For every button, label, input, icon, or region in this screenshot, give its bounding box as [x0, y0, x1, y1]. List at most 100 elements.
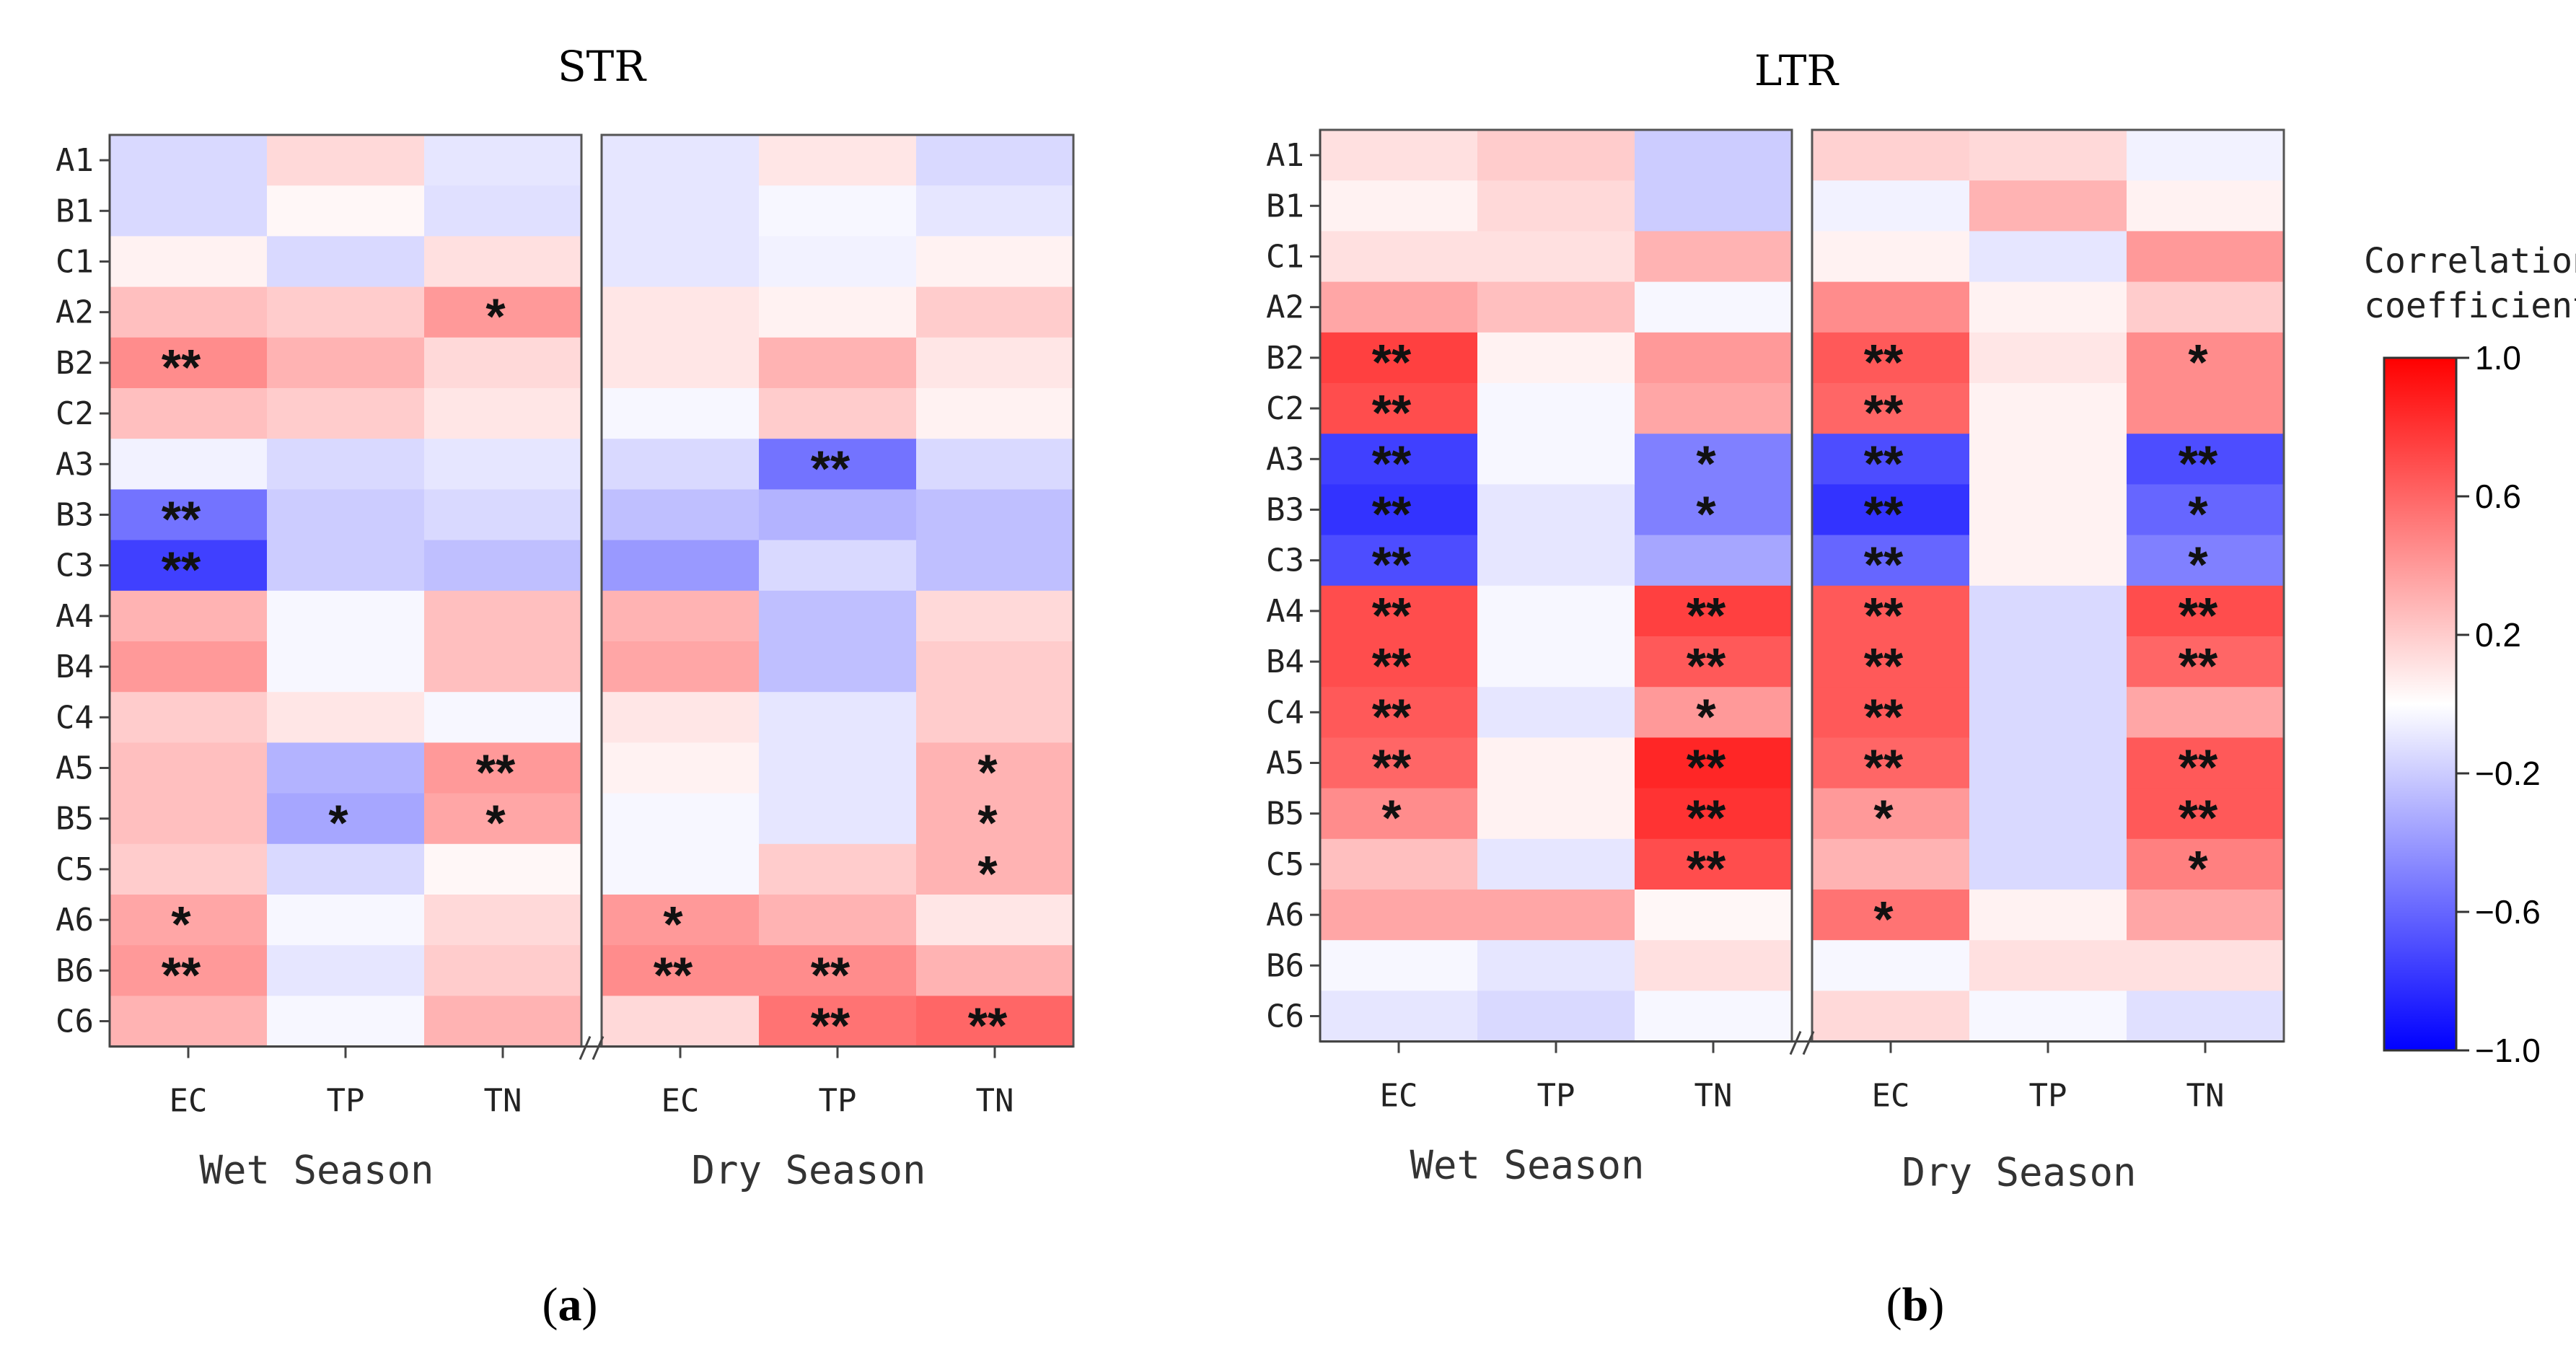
row-label: A5 — [1266, 745, 1304, 782]
significance-marker: ** — [162, 542, 201, 598]
significance-marker: * — [2188, 334, 2208, 390]
significance-marker: ** — [1687, 790, 1726, 846]
heatmap-cell — [1320, 838, 1478, 890]
significance-marker: * — [1696, 435, 1716, 491]
heatmap-cell — [2127, 383, 2285, 434]
colorbar-tick-label: 0.2 — [2475, 616, 2521, 654]
heatmap-cell — [1635, 838, 1793, 890]
heatmap-cell — [916, 895, 1074, 946]
heatmap-cell — [759, 337, 917, 389]
significance-marker: * — [2188, 537, 2208, 593]
heatmap-cell — [267, 742, 425, 794]
significance-marker: ** — [1864, 587, 1904, 644]
significance-marker: ** — [1864, 638, 1904, 694]
row-label: B6 — [56, 952, 94, 989]
heatmap-cell — [759, 135, 917, 186]
heatmap-cell — [916, 742, 1074, 794]
heatmap-cell — [1635, 180, 1793, 232]
heatmap-cell — [1812, 281, 1970, 333]
row-label: B5 — [56, 801, 94, 838]
heatmap-cell — [2127, 434, 2285, 485]
significance-marker: * — [328, 795, 348, 851]
significance-marker: ** — [2179, 587, 2218, 644]
colorbar-tick-label: 1.0 — [2475, 339, 2521, 377]
heatmap-cell — [110, 843, 268, 895]
heatmap-cell — [916, 286, 1074, 338]
heatmap-cell — [2127, 130, 2285, 181]
heatmap-cell — [1477, 940, 1635, 991]
colorbar-bar — [2383, 356, 2458, 1052]
heatmap-cell — [424, 895, 582, 946]
column-label: TN — [2186, 1078, 2225, 1115]
row-label: A1 — [1266, 137, 1304, 174]
significance-marker: ** — [1864, 537, 1904, 593]
heatmap-cell — [916, 337, 1074, 389]
heatmap-cell — [1812, 940, 1970, 991]
heatmap-cell — [1477, 737, 1635, 789]
heatmap-cell — [1320, 130, 1478, 181]
heatmap-cell — [759, 185, 917, 237]
heatmap-cell — [916, 793, 1074, 845]
heatmap-cell — [916, 388, 1074, 439]
heatmap-cell — [1969, 838, 2127, 890]
significance-marker: * — [2188, 486, 2208, 543]
heatmap-cell — [2127, 535, 2285, 587]
heatmap-cell — [1477, 383, 1635, 434]
heatmap-cell — [1477, 130, 1635, 181]
heatmap-cell — [1812, 890, 1970, 941]
heatmap-cell — [1969, 383, 2127, 434]
significance-marker: ** — [1372, 385, 1412, 441]
heatmap-cell — [1477, 281, 1635, 333]
heatmap-cell — [2127, 991, 2285, 1042]
heatmap-cell — [267, 388, 425, 439]
significance-marker: ** — [1372, 739, 1412, 796]
chart-title: LTR — [1754, 46, 1839, 95]
axis-break-mark — [1802, 1030, 1815, 1055]
heatmap-cell — [1320, 281, 1478, 333]
heatmap-cell — [759, 489, 917, 541]
panel-label: (b) — [1886, 1278, 1945, 1331]
heatmap-cell — [916, 439, 1074, 490]
heatmap-cell — [916, 540, 1074, 592]
significance-marker: ** — [811, 998, 850, 1054]
heatmap-cell — [1812, 535, 1970, 587]
heatmap-cell — [759, 945, 917, 996]
heatmap-cell — [1635, 585, 1793, 637]
heatmap-cell — [602, 236, 760, 288]
significance-marker: ** — [2179, 790, 2218, 846]
heatmap-cell — [759, 641, 917, 693]
heatmap-cell — [424, 996, 582, 1048]
heatmap-cell — [1969, 130, 2127, 181]
row-label: B1 — [56, 193, 94, 229]
heatmap-cell — [2127, 838, 2285, 890]
heatmap-cell — [1635, 383, 1793, 434]
significance-marker: ** — [1864, 688, 1904, 745]
row-label: A4 — [56, 598, 94, 635]
heatmap-cell — [1812, 484, 1970, 536]
heatmap-cell — [267, 489, 425, 541]
significance-marker: ** — [1372, 638, 1412, 694]
heatmap-cell — [110, 641, 268, 693]
heatmap-cell — [2127, 890, 2285, 941]
heatmap-cell — [110, 185, 268, 237]
panel-letter: b — [1902, 1278, 1929, 1331]
heatmap-cell — [759, 996, 917, 1048]
heatmap-cell — [267, 843, 425, 895]
heatmap-cell — [1635, 484, 1793, 536]
heatmap-cell — [1635, 737, 1793, 789]
heatmap-cell — [602, 692, 760, 743]
row-label: C5 — [1266, 846, 1304, 883]
row-label: C1 — [56, 244, 94, 281]
heatmap-cell — [1320, 231, 1478, 283]
heatmap-cell — [1635, 687, 1793, 738]
heatmap-cell — [602, 489, 760, 541]
heatmap-cell — [916, 590, 1074, 642]
heatmap-cell — [602, 895, 760, 946]
significance-marker: * — [1873, 790, 1894, 846]
heatmap-cell — [1477, 788, 1635, 840]
heatmap-cell — [2127, 484, 2285, 536]
heatmap-cell — [2127, 332, 2285, 384]
heatmap-cell — [2127, 585, 2285, 637]
heatmap-cell — [1477, 585, 1635, 637]
